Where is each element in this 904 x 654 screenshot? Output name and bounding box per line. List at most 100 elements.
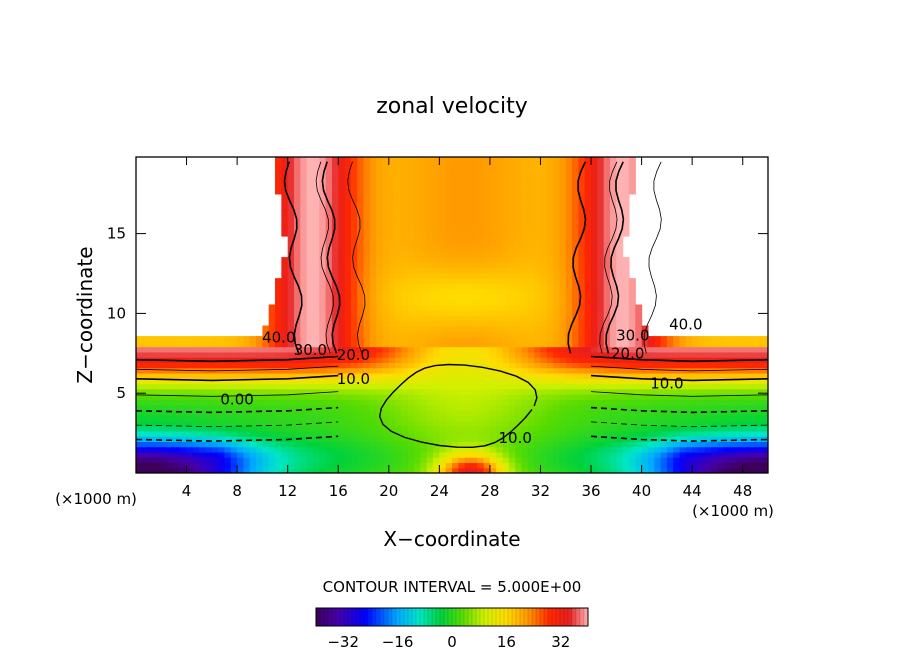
field-cell — [489, 372, 497, 379]
field-cell — [300, 341, 308, 348]
field-cell — [306, 267, 314, 274]
field-cell — [622, 320, 630, 327]
field-cell — [300, 251, 308, 258]
field-cell — [540, 167, 548, 174]
field-cell — [382, 320, 390, 327]
field-cell — [559, 193, 567, 200]
field-cell — [173, 346, 181, 353]
field-cell — [477, 178, 485, 184]
field-cell — [534, 299, 542, 306]
field-cell — [685, 404, 693, 411]
field-cell — [426, 451, 434, 458]
field-cell — [704, 394, 712, 400]
field-cell — [344, 162, 352, 169]
field-cell — [553, 383, 561, 390]
field-cell — [666, 441, 674, 448]
field-cell — [572, 225, 579, 232]
field-cell — [136, 346, 143, 353]
field-cell — [622, 309, 630, 316]
field-cell — [369, 367, 377, 374]
field-cell — [540, 315, 548, 321]
field-cell — [401, 404, 409, 411]
field-cell — [369, 283, 377, 290]
field-cell — [199, 425, 207, 432]
field-cell — [407, 446, 415, 453]
field-cell — [312, 330, 320, 337]
field-cell — [395, 220, 403, 227]
colorbar-swatch — [432, 608, 437, 626]
field-cell — [294, 467, 301, 473]
field-cell — [294, 172, 301, 179]
field-cell — [521, 246, 529, 253]
field-cell — [300, 183, 308, 190]
field-cell — [230, 372, 238, 379]
field-cell — [382, 430, 390, 437]
field-cell — [445, 457, 453, 464]
field-cell — [515, 388, 523, 395]
field-cell — [401, 283, 409, 290]
field-cell — [755, 441, 763, 448]
field-cell — [508, 309, 516, 316]
field-cell — [262, 351, 270, 358]
field-cell — [711, 446, 719, 453]
field-cell — [376, 420, 384, 427]
field-cell — [205, 457, 213, 464]
field-cell — [407, 330, 415, 337]
field-cell — [711, 436, 719, 442]
field-cell — [433, 420, 440, 427]
field-cell — [603, 320, 611, 327]
field-cell — [597, 441, 605, 448]
field-cell — [502, 272, 510, 279]
field-cell — [515, 383, 523, 390]
field-cell — [546, 278, 554, 284]
field-cell — [319, 199, 327, 205]
field-cell — [205, 446, 213, 453]
field-cell — [319, 420, 327, 427]
field-cell — [717, 362, 725, 369]
field-cell — [148, 436, 156, 442]
field-cell — [369, 467, 377, 473]
field-cell — [312, 467, 320, 473]
field-cell — [534, 251, 542, 258]
field-cell — [154, 446, 162, 453]
field-cell — [521, 330, 529, 337]
field-cell — [502, 199, 510, 205]
field-cell — [628, 183, 636, 190]
field-cell — [414, 178, 421, 184]
field-cell — [319, 204, 327, 211]
field-cell — [515, 420, 523, 427]
field-cell — [376, 299, 384, 306]
field-cell — [275, 283, 282, 290]
field-cell — [388, 351, 396, 358]
field-cell — [243, 362, 251, 369]
field-cell — [527, 330, 535, 337]
field-cell — [426, 262, 434, 269]
field-cell — [173, 367, 181, 374]
field-cell — [376, 204, 384, 211]
field-cell — [344, 367, 352, 374]
field-cell — [357, 214, 365, 221]
field-cell — [477, 330, 485, 337]
field-cell — [464, 230, 472, 237]
field-cell — [591, 178, 598, 184]
field-cell — [464, 320, 472, 327]
field-cell — [395, 388, 403, 395]
field-cell — [205, 336, 213, 342]
contour-line — [136, 365, 339, 372]
field-cell — [616, 388, 624, 395]
field-cell — [597, 220, 605, 227]
field-cell — [527, 362, 535, 369]
field-cell — [761, 362, 768, 369]
field-cell — [546, 188, 554, 195]
field-cell — [477, 378, 485, 385]
field-cell — [262, 451, 270, 458]
field-cell — [192, 467, 200, 473]
field-cell — [407, 399, 415, 406]
field-cell — [237, 409, 245, 416]
field-cell — [439, 441, 447, 448]
field-cell — [148, 409, 156, 416]
field-cell — [287, 330, 295, 337]
field-cell — [275, 415, 282, 421]
field-cell — [477, 288, 485, 295]
field-cell — [319, 193, 327, 200]
